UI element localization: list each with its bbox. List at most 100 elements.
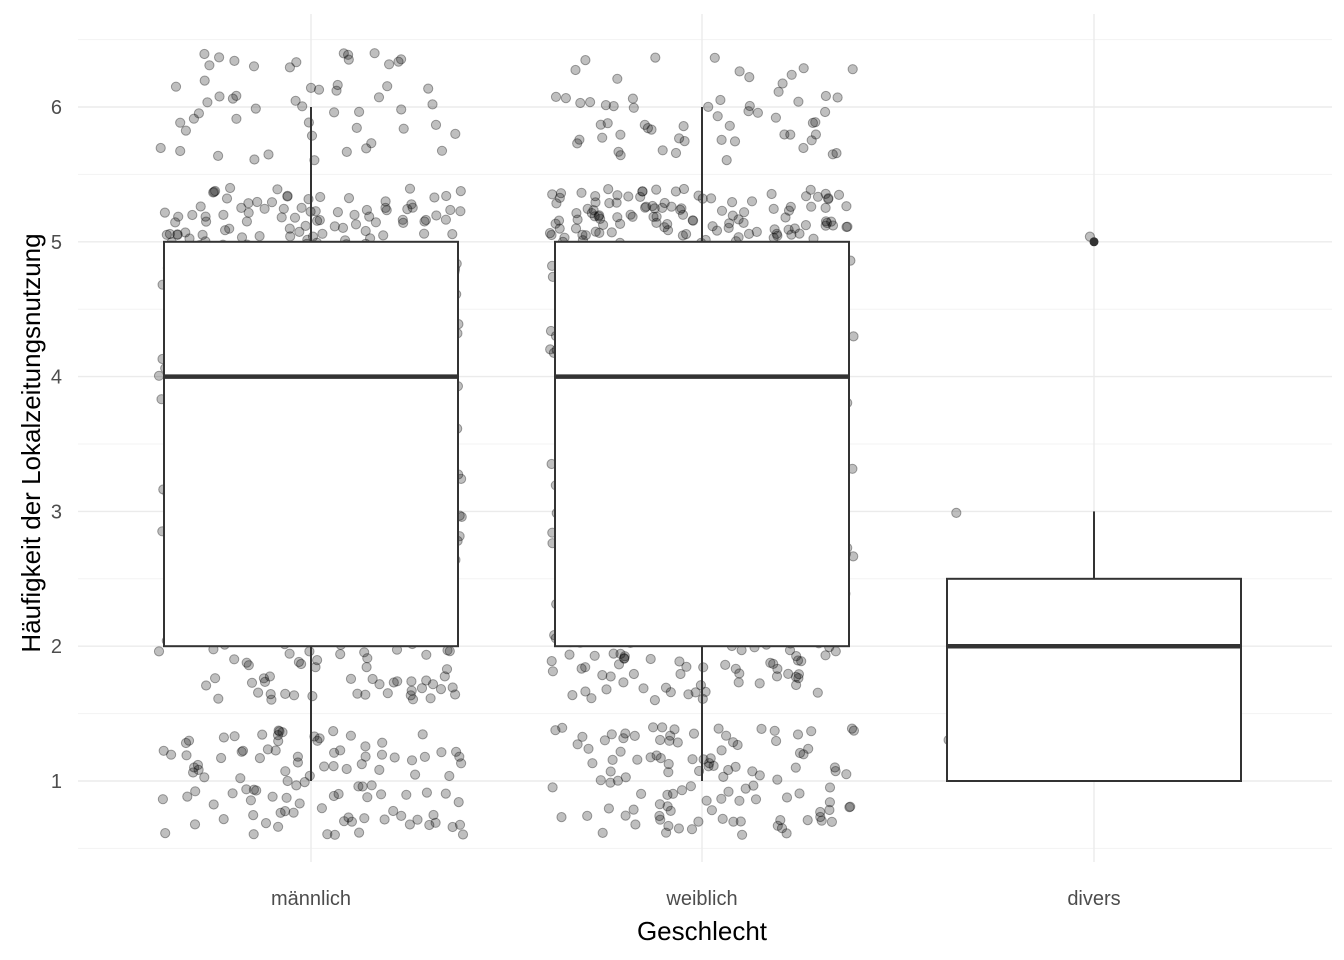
jitter-point <box>816 815 827 826</box>
jitter-point <box>369 48 380 59</box>
jitter-point <box>560 93 572 104</box>
jitter-point <box>841 769 852 780</box>
jitter-point <box>754 678 765 689</box>
y-tick-label: 5 <box>51 232 62 254</box>
jitter-point <box>595 213 606 224</box>
jitter-point <box>826 816 838 828</box>
jitter-point <box>615 129 626 140</box>
jitter-point <box>831 148 842 159</box>
jitter-point <box>598 219 609 230</box>
jitter-point <box>451 746 462 757</box>
jitter-point <box>292 757 303 768</box>
jitter-point <box>664 735 675 746</box>
boxplot-divers <box>946 237 1242 782</box>
jitter-point <box>827 149 838 160</box>
jitter-point <box>781 828 792 839</box>
jitter-point <box>421 675 432 686</box>
jitter-point <box>407 694 419 705</box>
jitter-point <box>289 690 300 701</box>
jitter-point <box>588 205 599 216</box>
jitter-point <box>550 218 561 229</box>
jitter-point <box>216 752 227 764</box>
outlier-point <box>1089 237 1099 247</box>
jitter-point <box>289 212 301 223</box>
jitter-point <box>687 215 698 226</box>
jitter-point <box>398 123 409 134</box>
jitter-point <box>444 646 455 657</box>
jitter-point <box>724 218 735 229</box>
jitter-point <box>661 827 672 838</box>
jitter-point <box>662 219 673 230</box>
jitter-point <box>824 804 835 816</box>
jitter-point <box>153 646 165 657</box>
jitter-point <box>807 117 819 129</box>
jitter-point <box>339 816 350 827</box>
jitter-point <box>646 124 657 135</box>
jitter-point <box>180 125 191 136</box>
jitter-point <box>820 650 831 661</box>
jitter-point <box>723 786 734 797</box>
jitter-point <box>429 192 440 203</box>
jitter-point <box>611 197 622 208</box>
jitter-point <box>657 202 668 213</box>
jitter-point <box>772 663 783 675</box>
jitter-point <box>278 203 289 214</box>
jitter-point <box>666 201 677 212</box>
jitter-point <box>436 145 448 156</box>
jitter-point <box>678 183 690 195</box>
jitter-point <box>820 90 832 102</box>
jitter-point <box>640 202 651 213</box>
jitter-point <box>276 212 287 223</box>
jitter-point <box>777 78 788 89</box>
y-tick-label: 4 <box>51 367 62 389</box>
jitter-point <box>292 751 303 762</box>
jitter-point <box>841 201 852 212</box>
jitter-point <box>733 214 744 225</box>
jitter-point <box>288 807 299 818</box>
jitter-point <box>754 770 765 781</box>
jitter-point <box>440 214 451 225</box>
jitter-point <box>806 135 817 146</box>
x-tick-label: divers <box>1067 888 1120 910</box>
jitter-point <box>665 805 676 817</box>
jitter-point <box>440 788 451 799</box>
jitter-point <box>274 726 285 737</box>
jitter-point <box>337 222 349 233</box>
jitter-point <box>645 653 656 665</box>
jitter-point <box>638 683 649 694</box>
jitter-point <box>218 814 229 825</box>
jitter-point <box>620 810 631 821</box>
jitter-point <box>266 694 277 705</box>
jitter-point <box>430 817 441 828</box>
jitter-point <box>361 204 372 216</box>
jitter-point <box>746 196 758 207</box>
jitter-point <box>737 829 748 840</box>
jitter-point <box>153 370 165 381</box>
jitter-point <box>547 666 559 677</box>
jitter-point <box>188 113 199 124</box>
jitter-point <box>406 685 417 696</box>
jitter-point <box>294 798 305 809</box>
jitter-point <box>201 216 212 227</box>
jitter-point <box>367 673 378 685</box>
jitter-point <box>587 758 598 769</box>
jitter-point <box>655 734 666 746</box>
jitter-point <box>273 821 284 832</box>
jitter-point <box>734 66 745 77</box>
jitter-point <box>419 228 430 239</box>
jitter-point <box>663 758 674 770</box>
jitter-point <box>823 193 834 204</box>
jitter-point <box>380 202 391 213</box>
jitter-point <box>265 689 276 700</box>
jitter-point <box>272 730 284 741</box>
jitter-point <box>441 190 452 202</box>
jitter-point <box>752 107 764 118</box>
jitter-point <box>435 684 447 695</box>
jitter-point <box>820 106 831 118</box>
jitter-point <box>218 209 229 220</box>
jitter-point <box>564 649 575 660</box>
jitter-point <box>791 679 802 691</box>
jitter-point <box>772 774 783 785</box>
jitter-point <box>406 676 417 687</box>
jitter-point <box>712 111 723 122</box>
